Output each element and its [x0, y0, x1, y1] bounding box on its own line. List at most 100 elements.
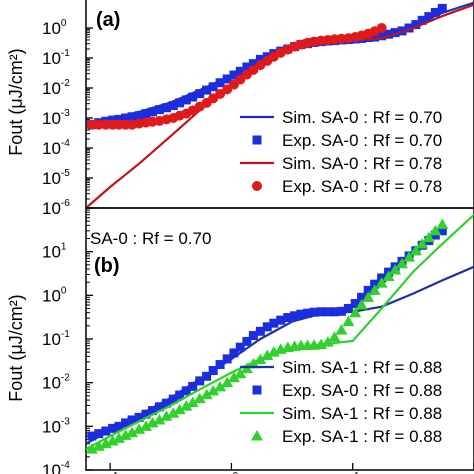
data-point: [247, 357, 260, 369]
data-point: [207, 384, 220, 396]
legend-marker-swatch: [251, 430, 263, 441]
panel-a-label: (a): [96, 9, 120, 31]
y-tick-label: 10-4: [42, 138, 70, 158]
y-tick-label: 10-1: [42, 329, 70, 349]
data-point: [321, 336, 334, 347]
data-point: [173, 403, 186, 415]
y-tick-exponent: -4: [61, 138, 70, 149]
panel-a: 10-6 10-5 10-4 10-3 10-2 10-1 100 (a) Sim. SA-…: [6, 0, 474, 218]
data-point: [343, 303, 353, 313]
data-point: [195, 376, 205, 386]
data-point: [108, 423, 118, 433]
data-point: [141, 409, 151, 419]
data-point: [180, 400, 193, 411]
data-point: [229, 348, 239, 358]
panel-a-legend: Sim. SA-0 : Rf = 0.70 Exp. SA-0 : Rf = 0.…: [240, 108, 442, 196]
legend-label: Sim. SA-0 : Rf = 0.78: [282, 154, 442, 173]
data-point: [195, 89, 205, 99]
panel-a-y-axis-title: Fout (μJ/cm²): [6, 48, 26, 155]
data-point: [262, 322, 272, 332]
data-point: [254, 353, 267, 364]
data-point: [303, 308, 313, 318]
y-tick-exponent: -1: [61, 329, 70, 340]
data-point: [342, 315, 355, 327]
panel-b-series: [86, 213, 474, 454]
legend-marker-swatch: [252, 135, 262, 145]
data-point: [193, 392, 206, 404]
data-point: [99, 437, 112, 449]
data-point: [161, 398, 171, 408]
data-point: [323, 307, 333, 317]
data-point: [154, 402, 164, 412]
panel-b-y-axis-title: Fout (μJ/cm²): [6, 294, 26, 401]
data-point: [390, 28, 400, 38]
y-tick-label: 10-2: [42, 373, 70, 393]
data-point: [269, 318, 279, 328]
data-point: [141, 109, 151, 119]
data-point: [215, 360, 225, 370]
data-point: [168, 101, 178, 111]
data-point: [429, 224, 442, 236]
data-point: [221, 376, 234, 388]
data-point: [119, 429, 132, 440]
legend-label: Exp. SA-0 : Rf = 0.88: [282, 381, 442, 400]
data-point: [290, 311, 300, 321]
data-point: [133, 423, 146, 434]
data-point: [167, 407, 180, 418]
data-point: [127, 112, 137, 122]
data-point: [242, 62, 252, 72]
series-exp-sa-0-rf-0-78: [86, 23, 387, 130]
data-point: [168, 394, 178, 404]
data-point: [121, 113, 131, 123]
data-point: [248, 59, 258, 69]
series-exp-sa-1-rf-0-88: [86, 218, 449, 454]
data-point: [214, 380, 227, 392]
x-tick-exponent: -1: [110, 471, 119, 474]
data-point: [234, 367, 247, 379]
panel-b-label: (b): [94, 255, 120, 277]
data-point: [349, 306, 362, 318]
data-point: [215, 89, 226, 100]
legend-label: Exp. SA-0 : Rf = 0.70: [282, 131, 442, 150]
data-point: [368, 284, 381, 295]
data-point: [101, 426, 111, 436]
data-point: [437, 226, 447, 236]
data-point: [134, 412, 144, 422]
data-point: [127, 415, 137, 425]
data-point: [384, 29, 394, 39]
data-point: [160, 410, 173, 421]
data-point: [411, 20, 421, 30]
data-point: [126, 426, 139, 438]
legend-label: Sim. SA-0 : Rf = 0.70: [282, 108, 442, 127]
panel-a-series: [86, 1, 474, 208]
data-point: [93, 119, 104, 130]
data-point: [255, 54, 265, 64]
legend-label: Exp. SA-0 : Rf = 0.78: [282, 177, 442, 196]
data-point: [403, 251, 416, 262]
data-point: [215, 78, 225, 88]
data-point: [370, 32, 380, 42]
data-point: [86, 443, 98, 454]
data-point: [436, 218, 449, 229]
data-point: [382, 270, 395, 281]
data-point: [87, 431, 97, 441]
data-point: [267, 346, 280, 357]
data-point: [416, 237, 429, 249]
data-point: [261, 349, 274, 360]
data-point: [148, 406, 158, 416]
y-tick-label: 10-5: [42, 168, 70, 188]
legend-marker-swatch: [252, 181, 262, 191]
data-point: [389, 264, 402, 275]
y-tick-label: 10-1: [42, 48, 70, 68]
data-point: [94, 429, 104, 439]
data-point: [181, 386, 191, 396]
y-tick-exponent: -3: [61, 416, 70, 427]
y-tick-exponent: -2: [61, 78, 70, 89]
data-point: [296, 309, 306, 319]
data-point: [200, 388, 213, 400]
data-point: [422, 231, 435, 243]
data-point: [175, 98, 185, 108]
data-point: [362, 291, 375, 302]
